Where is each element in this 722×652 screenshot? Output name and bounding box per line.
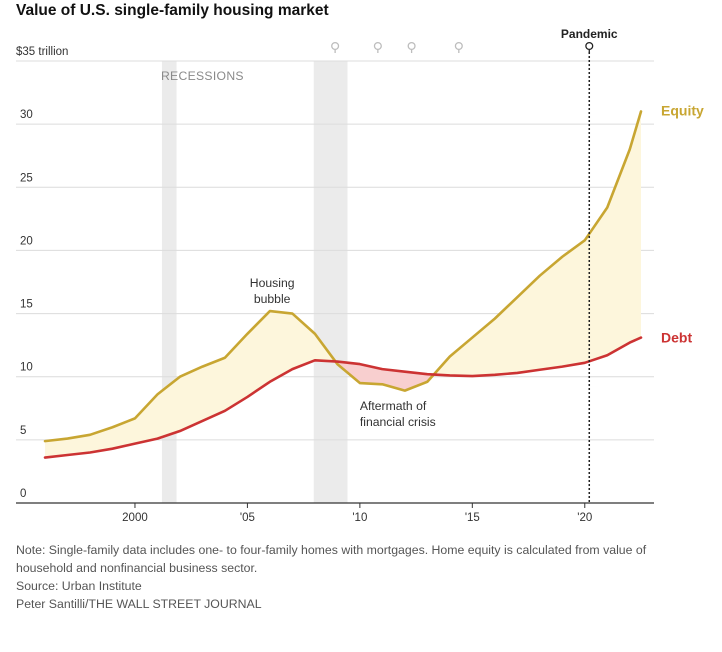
chart-notes: Note: Single-family data includes one- t… [16, 541, 706, 613]
credit-text: Peter Santilli/THE WALL STREET JOURNAL [16, 597, 262, 611]
aftermath-annotation-line: financial crisis [360, 415, 436, 429]
debt-line [43, 336, 643, 459]
event-pin-icon [373, 41, 382, 53]
equity-label: Equity [661, 103, 704, 119]
debt-above-equity-fill [335, 361, 434, 391]
event-pin-icon [585, 41, 594, 53]
y-tick-15: 15 [20, 299, 33, 311]
event-pin-icon [454, 41, 463, 53]
axes: 0 5 10 15 20 25 30 $35 trillion 2000 '05 '10 '15 '20 [16, 46, 654, 524]
event-pin-icon [407, 41, 416, 53]
event-pin-icon [331, 41, 340, 53]
y-unit-label: $35 trillion [16, 46, 68, 58]
y-tick-5: 5 [20, 425, 26, 437]
housing-bubble-annotation-line: bubble [254, 292, 291, 306]
x-tick-2015: '15 [465, 512, 480, 524]
x-tick-2020: '20 [577, 512, 592, 524]
y-tick-0: 0 [20, 488, 26, 500]
series-lines [43, 110, 643, 459]
pandemic-label: Pandemic [561, 27, 618, 41]
recession-band-2 [313, 61, 348, 503]
pin-head [331, 41, 340, 51]
housing-bubble-annotation-line: Housing [250, 276, 295, 290]
pin-head [373, 41, 382, 51]
debt-label: Debt [661, 330, 692, 346]
chart-labels: RECESSIONS Equity Debt Pandemic Housing bubbl… [161, 27, 704, 503]
pin-head [454, 41, 463, 51]
x-tick-2010: '10 [352, 512, 367, 524]
aftermath-annotation-line: Aftermath of [360, 399, 427, 413]
gridlines [16, 60, 654, 441]
y-tick-20: 20 [20, 235, 33, 247]
y-tick-10: 10 [20, 362, 33, 374]
y-tick-30: 30 [20, 109, 33, 121]
source-text: Source: Urban Institute [16, 579, 142, 593]
pin-head [585, 41, 594, 51]
x-tick-2005: '05 [240, 512, 255, 524]
equity-line [43, 110, 643, 443]
x-tick-2000: 2000 [122, 512, 148, 524]
pin-head [407, 41, 416, 51]
chart-title: Value of U.S. single-family housing mark… [16, 2, 329, 19]
recessions-label: RECESSIONS [161, 69, 244, 83]
housing-market-chart: 0 5 10 15 20 25 30 $35 trillion 2000 '05 '10 '15 '20… [16, 27, 704, 524]
note-text: Note: Single-family data includes one- t… [16, 543, 647, 575]
y-tick-25: 25 [20, 172, 33, 184]
